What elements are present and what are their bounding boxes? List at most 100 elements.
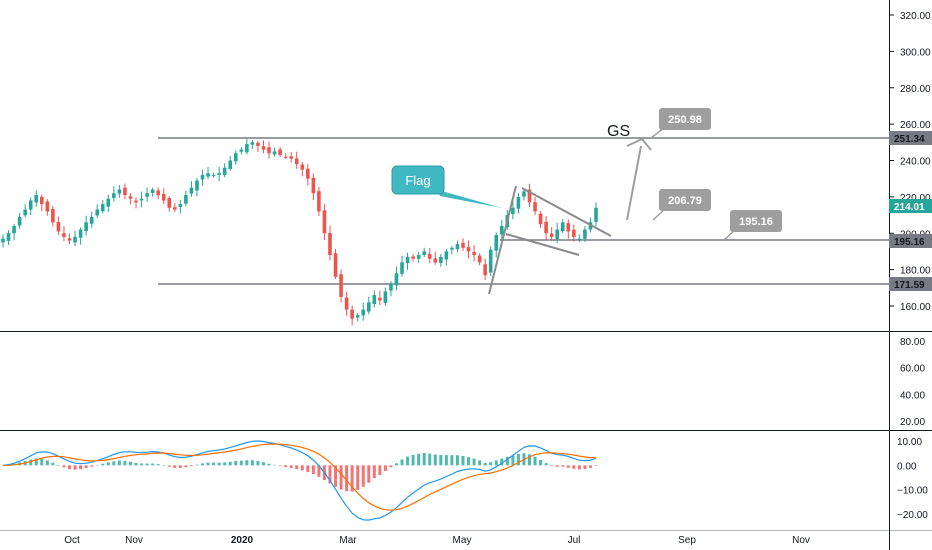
- x-tick-sep: Sep: [678, 535, 696, 546]
- candle-body: [17, 216, 22, 226]
- time-axis[interactable]: Oct Nov 2020 Mar May Jul Sep Nov: [64, 535, 810, 546]
- candle-body: [206, 173, 210, 177]
- target-label-195[interactable]: 195.16: [723, 210, 782, 241]
- flag-callout[interactable]: Flag: [391, 165, 502, 208]
- macd-histogram-bar: [295, 465, 299, 470]
- macd-histogram-bar: [350, 465, 354, 492]
- macd-histogram-bar: [444, 455, 448, 466]
- candle-body: [350, 309, 354, 319]
- candle-body: [67, 238, 72, 241]
- price-tick-label: 220.00: [900, 193, 931, 204]
- price-tick-label: 180.00: [900, 266, 931, 277]
- macd-histogram-bar: [461, 455, 465, 466]
- candle-body: [344, 297, 349, 310]
- macd-histogram-bar: [339, 465, 343, 490]
- price-tag-251: 251.34: [889, 131, 932, 145]
- price-tag-text: 195.16: [894, 237, 925, 248]
- candle-body: [34, 195, 39, 203]
- macd-histogram-bar: [550, 465, 554, 466]
- candle-body: [139, 198, 144, 201]
- macd-histogram-bar: [411, 454, 415, 466]
- macd-histogram-bar: [577, 465, 581, 470]
- macd-histogram-bar: [106, 462, 110, 466]
- macd-histogram-bar: [572, 465, 576, 469]
- candle-body: [78, 229, 83, 238]
- candle-body: [527, 189, 532, 203]
- macd-histogram-bar: [261, 462, 265, 466]
- candle-body: [483, 264, 487, 276]
- target-label-206[interactable]: 206.79: [652, 189, 711, 221]
- candle-body: [84, 222, 88, 232]
- macd-histogram-bar: [389, 465, 393, 468]
- macd-histogram-bar: [345, 465, 349, 492]
- target-pointer: [652, 209, 665, 221]
- candle-body: [211, 175, 216, 177]
- macd-histogram-bar: [383, 465, 387, 472]
- candle-body: [444, 251, 449, 260]
- candle-body: [56, 222, 61, 232]
- candle-body: [150, 189, 155, 193]
- macd-histogram-bar: [90, 465, 94, 467]
- macd-histogram-bar: [378, 465, 382, 475]
- macd-histogram-bar: [588, 465, 592, 468]
- candle-body: [189, 187, 194, 194]
- indicator-tick-label: 20.00: [900, 417, 925, 428]
- candle-body: [95, 209, 100, 216]
- candle-body: [317, 191, 321, 212]
- candle-body: [267, 147, 271, 154]
- indicator-tick-label: 80.00: [900, 337, 925, 348]
- macd-histogram-bar: [51, 462, 55, 466]
- arrow-head: [626, 137, 652, 151]
- signal-line: [2, 443, 597, 511]
- target-box: [730, 210, 782, 232]
- candle-body: [272, 151, 277, 155]
- macd-histogram-bar: [245, 460, 249, 466]
- candle-body: [461, 242, 465, 248]
- target-box: [659, 189, 711, 211]
- macd-histogram-bar: [583, 465, 587, 469]
- indicator-axis[interactable]: 80.00 60.00 40.00 20.00: [900, 337, 925, 428]
- candle-body: [577, 238, 582, 240]
- x-tick-mar: Mar: [339, 535, 357, 546]
- candlestick-series: [1, 138, 598, 326]
- macd-histogram-bar: [489, 462, 493, 466]
- candle-body: [555, 229, 560, 240]
- target-label-250[interactable]: 250.98: [650, 108, 711, 139]
- macd-histogram-bar: [394, 463, 398, 466]
- macd-axis[interactable]: 10.00 0.00 −10.00 −20.00: [897, 437, 928, 521]
- candle-body: [128, 196, 133, 199]
- candle-body: [222, 167, 227, 176]
- macd-histogram-bar: [206, 462, 210, 466]
- target-value: 206.79: [668, 195, 702, 207]
- macd-histogram-bar: [189, 465, 193, 467]
- candle-body: [549, 233, 554, 237]
- candle-body: [494, 235, 499, 251]
- macd-histogram-bar: [40, 459, 44, 466]
- macd-histogram-bar: [428, 453, 432, 466]
- price-tag-195: 195.16: [889, 234, 932, 248]
- candle-body: [383, 291, 388, 304]
- macd-histogram-bar: [328, 465, 332, 484]
- macd-histogram-bar: [439, 455, 443, 466]
- macd-histogram-bar: [134, 462, 138, 466]
- candle-body: [306, 168, 310, 179]
- target-arrow[interactable]: [626, 137, 652, 221]
- candle-body: [322, 210, 327, 234]
- macd-histogram-bar: [594, 465, 598, 466]
- macd-histogram-bar: [273, 464, 277, 466]
- candle-body: [106, 198, 111, 207]
- price-tag-171: 171.59: [889, 277, 932, 291]
- candle-body: [394, 273, 399, 286]
- price-tag-box: [889, 199, 932, 213]
- candle-body: [62, 233, 66, 237]
- macd-histogram-bar: [561, 465, 565, 467]
- macd-histogram-bar: [79, 465, 83, 470]
- macd-histogram-bar: [56, 465, 60, 466]
- price-tick-label: 320.00: [900, 11, 931, 22]
- callout-text: Flag: [405, 173, 430, 188]
- macd-histogram-bar: [505, 456, 509, 466]
- candle-body: [178, 204, 183, 207]
- macd-histogram-bar: [539, 459, 543, 466]
- flag-pattern[interactable]: [488, 185, 612, 295]
